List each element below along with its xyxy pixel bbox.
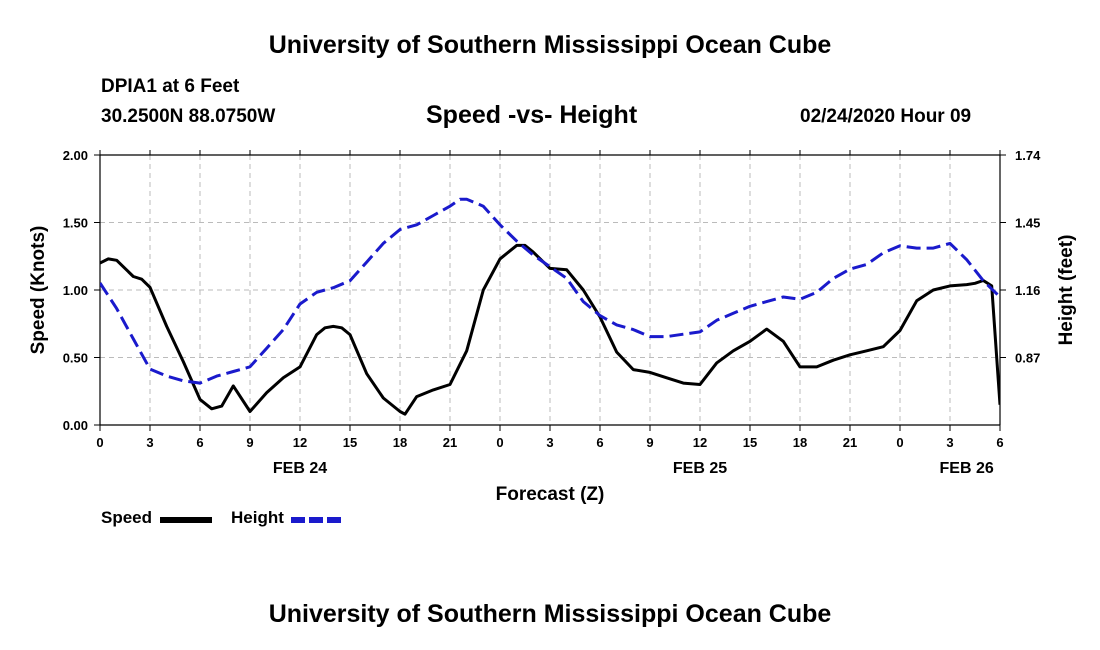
y2-axis-title: Height (feet) bbox=[1056, 235, 1077, 346]
date-label: FEB 26 bbox=[940, 460, 994, 477]
x-tick-label: 3 bbox=[146, 435, 153, 450]
y-tick-label: 2.00 bbox=[63, 148, 88, 163]
x-tick-label: 9 bbox=[646, 435, 653, 450]
x-tick-label: 9 bbox=[246, 435, 253, 450]
y2-tick-label: 0.87 bbox=[1015, 351, 1040, 366]
x-tick-label: 0 bbox=[96, 435, 103, 450]
x-tick-label: 18 bbox=[793, 435, 807, 450]
x-tick-label: 0 bbox=[496, 435, 503, 450]
x-axis-title: Forecast (Z) bbox=[496, 484, 605, 505]
y-tick-label: 0.50 bbox=[63, 351, 88, 366]
x-tick-label: 15 bbox=[743, 435, 757, 450]
x-tick-label: 18 bbox=[393, 435, 407, 450]
x-tick-label: 6 bbox=[596, 435, 603, 450]
x-tick-label: 21 bbox=[843, 435, 857, 450]
bottom-org-title: University of Southern Mississippi Ocean… bbox=[268, 600, 832, 628]
x-tick-label: 3 bbox=[946, 435, 953, 450]
x-tick-label: 6 bbox=[996, 435, 1003, 450]
legend-speed-label: Speed bbox=[101, 508, 153, 527]
speed-series-line bbox=[100, 243, 1000, 416]
coordinates-label: 30.2500N 88.0750W bbox=[101, 106, 276, 127]
station-label: DPIA1 at 6 Feet bbox=[101, 76, 240, 97]
y-tick-label: 0.00 bbox=[63, 418, 88, 433]
x-tick-label: 12 bbox=[693, 435, 707, 450]
y2-tick-label: 1.45 bbox=[1015, 216, 1040, 231]
x-tick-label: 15 bbox=[343, 435, 357, 450]
y-tick-label: 1.50 bbox=[63, 216, 88, 231]
y-tick-label: 1.00 bbox=[63, 283, 88, 298]
date-label: FEB 25 bbox=[673, 460, 727, 477]
y-axis-title: Speed (Knots) bbox=[28, 226, 49, 355]
top-org-title: University of Southern Mississippi Ocean… bbox=[268, 31, 832, 59]
date-label: FEB 24 bbox=[273, 460, 327, 477]
forecast-timestamp: 02/24/2020 Hour 09 bbox=[800, 106, 972, 127]
x-tick-label: 12 bbox=[293, 435, 307, 450]
y2-tick-label: 1.16 bbox=[1015, 283, 1040, 298]
x-tick-label: 21 bbox=[443, 435, 457, 450]
x-tick-label: 3 bbox=[546, 435, 553, 450]
height-series-line bbox=[100, 197, 1000, 385]
legend-height-label: Height bbox=[231, 508, 284, 527]
x-tick-label: 6 bbox=[196, 435, 203, 450]
y2-tick-label: 1.74 bbox=[1015, 148, 1041, 163]
x-tick-label: 0 bbox=[896, 435, 903, 450]
chart-title: Speed -vs- Height bbox=[426, 101, 638, 129]
